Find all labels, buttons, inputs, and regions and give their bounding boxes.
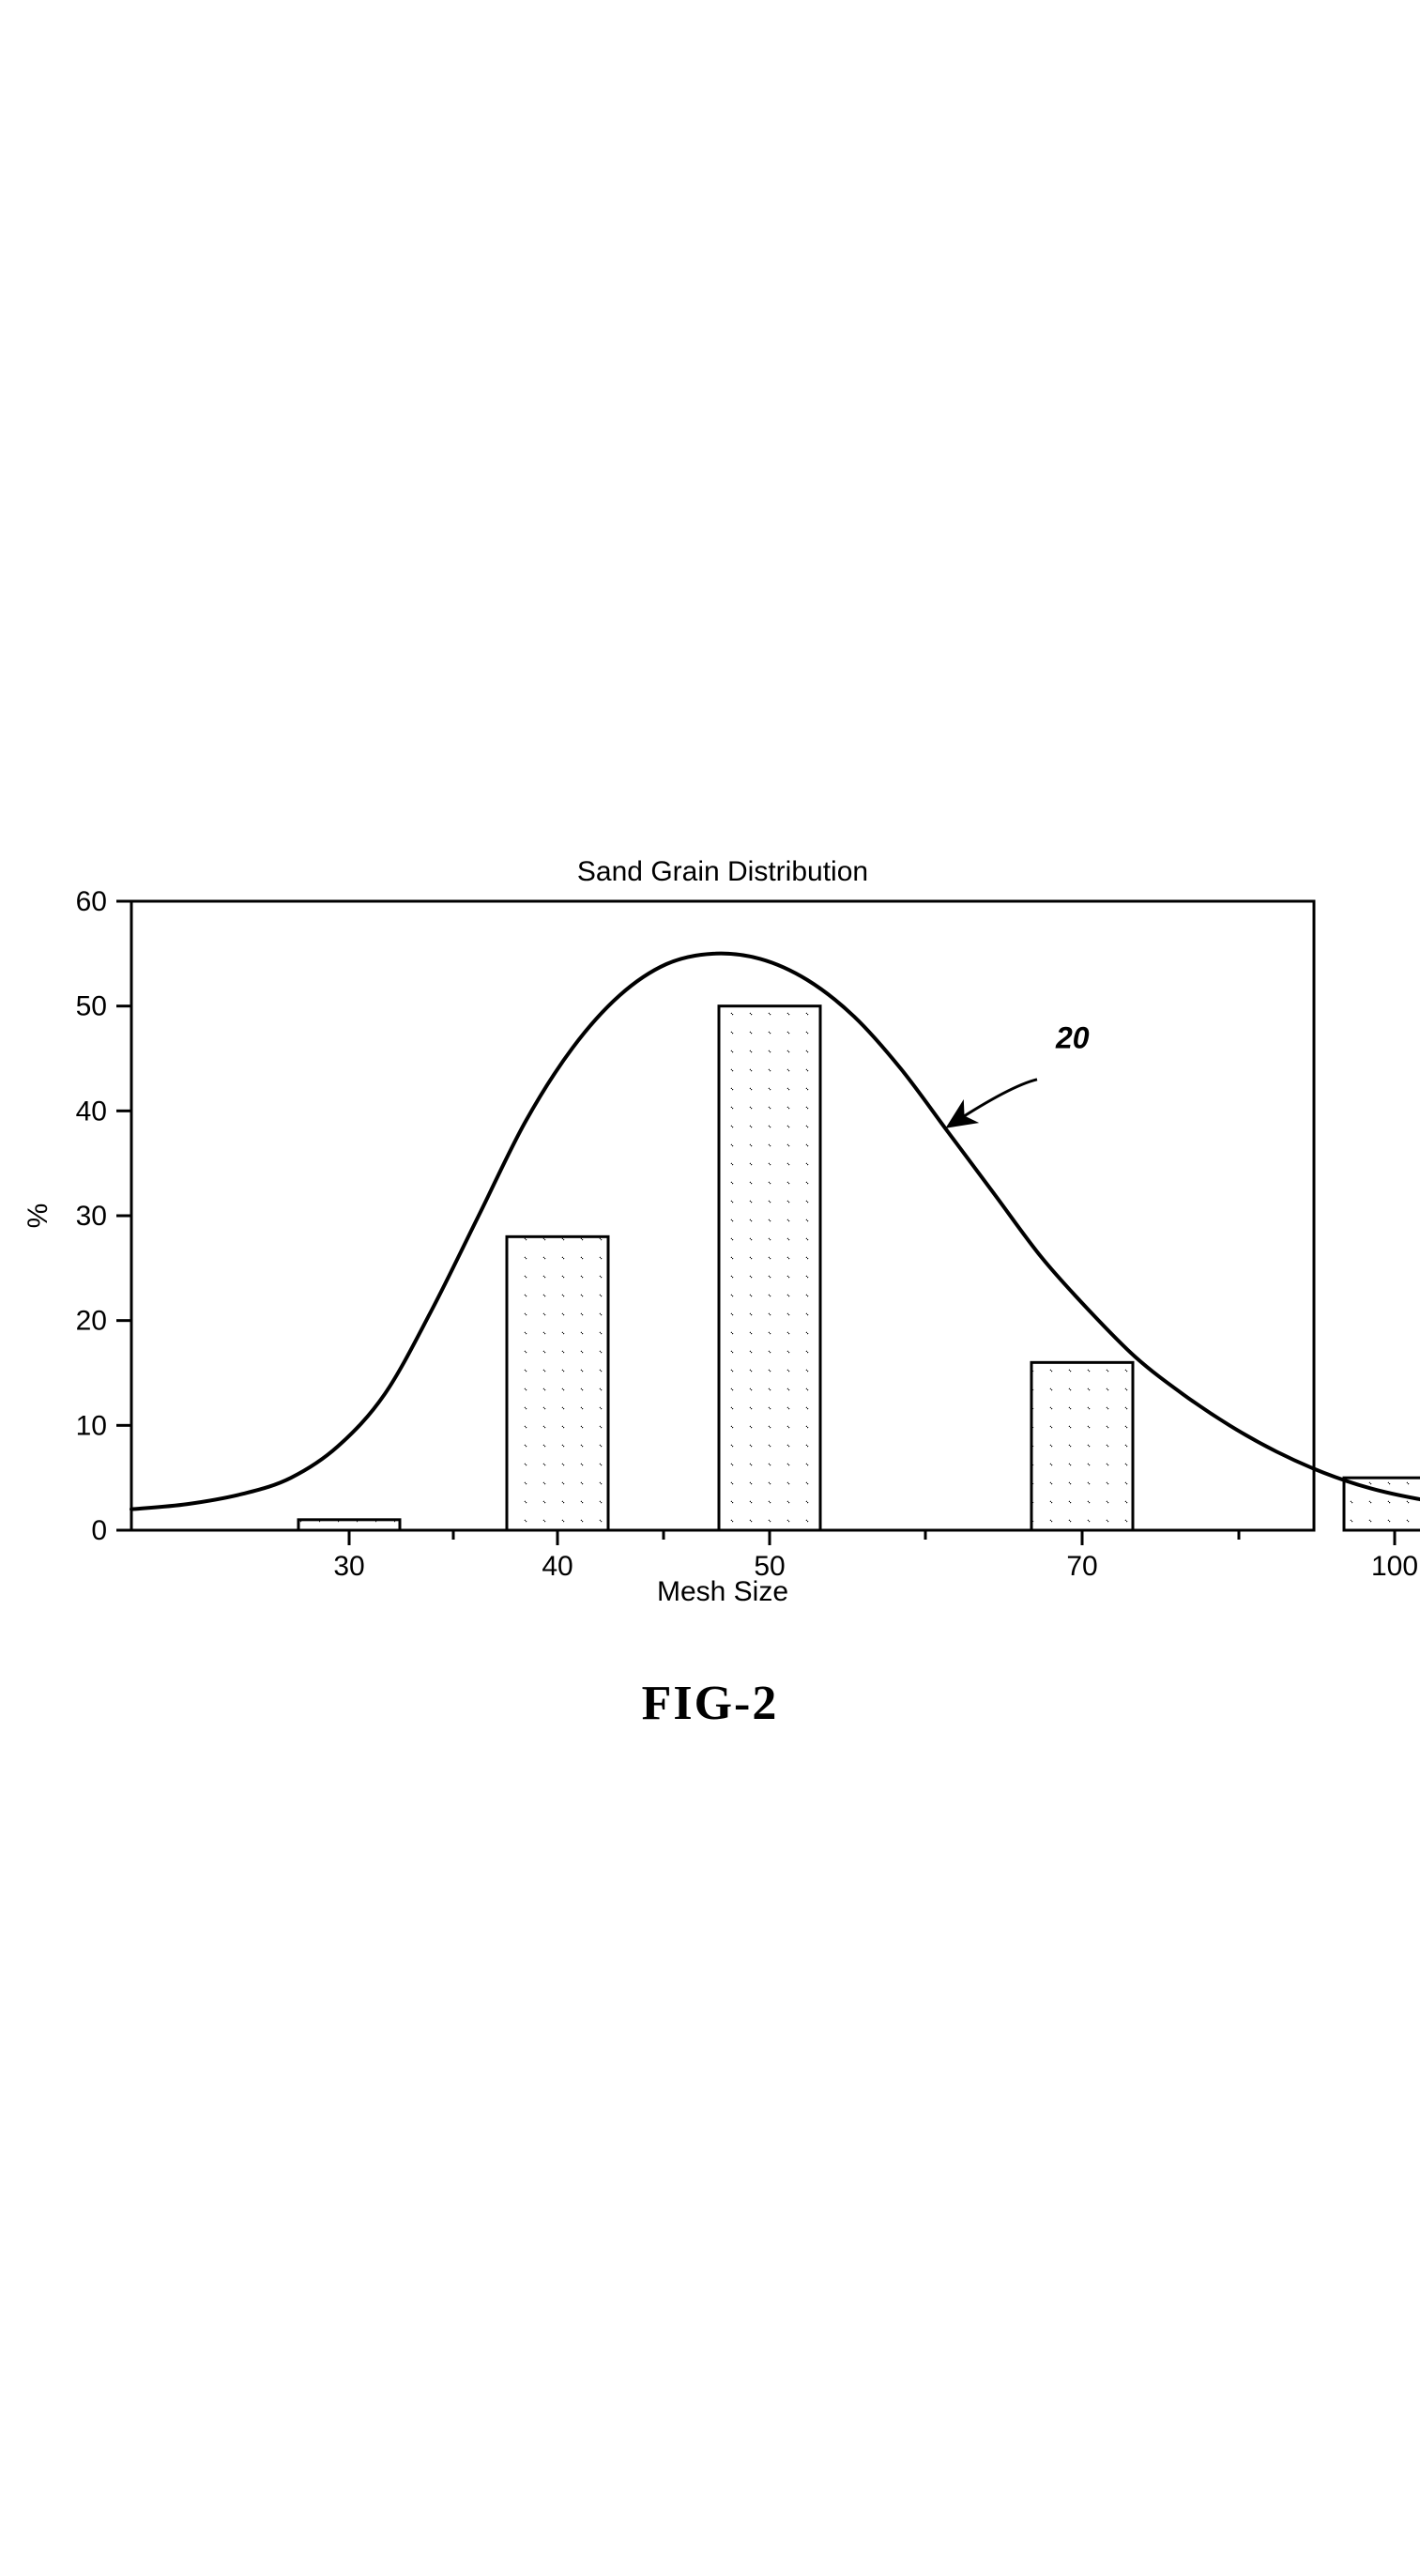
y-tick-label: 30 [76, 1201, 107, 1232]
chart-title: Sand Grain Distribution [577, 856, 868, 887]
y-tick-label: 20 [76, 1306, 107, 1337]
chart-area: Sand Grain Distribution 0 10 20 30 40 50 60% 30 4… [0, 845, 1420, 1648]
y-tick-label: 50 [76, 991, 107, 1022]
x-axis-label: Mesh Size [657, 1576, 788, 1607]
annotation-arrow [948, 1080, 1037, 1127]
y-tick-label: 0 [91, 1515, 107, 1546]
y-tick-label: 40 [76, 1096, 107, 1127]
y-axis-label: % [23, 1204, 53, 1229]
x-tick-label: 100 [1371, 1551, 1418, 1582]
figure-label: FIG-2 [642, 1676, 779, 1731]
figure-wrapper: Sand Grain Distribution 0 10 20 30 40 50 60% 30 4… [0, 845, 1420, 1731]
bar [719, 1006, 820, 1530]
annotation-label: 20 [1055, 1020, 1090, 1054]
x-tick-label: 70 [1066, 1551, 1097, 1582]
x-tick-label: 40 [542, 1551, 573, 1582]
x-tick-label: 30 [333, 1551, 364, 1582]
chart-svg: Sand Grain Distribution 0 10 20 30 40 50 60% 30 4… [0, 845, 1420, 1643]
y-tick-label: 10 [76, 1410, 107, 1441]
y-tick-label: 60 [76, 886, 107, 917]
bar [507, 1236, 608, 1530]
bar [1031, 1362, 1133, 1530]
bar [298, 1520, 400, 1530]
